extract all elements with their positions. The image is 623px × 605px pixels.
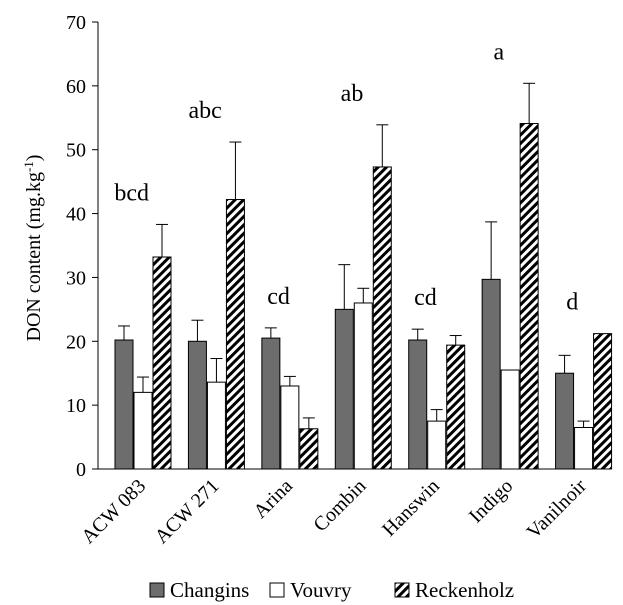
bar-reckenholz bbox=[446, 344, 466, 470]
significance-letter: ab bbox=[341, 81, 364, 107]
significance-letter: bcd bbox=[114, 180, 149, 206]
legend: Changins Vouvry Reckenholz bbox=[149, 578, 514, 602]
bar-reckenholz bbox=[225, 199, 245, 470]
bar-vouvry bbox=[133, 391, 153, 470]
y-tick-label: 60 bbox=[66, 76, 86, 98]
legend-label-reckenholz: Reckenholz bbox=[415, 578, 514, 602]
legend-label-vouvry: Vouvry bbox=[290, 578, 352, 602]
y-tick-label: 40 bbox=[66, 204, 86, 226]
legend-label-changins: Changins bbox=[170, 578, 249, 602]
bar-reckenholz bbox=[152, 256, 172, 470]
bar-vouvry bbox=[206, 381, 226, 470]
y-axis: 0 10 20 30 40 50 60 70 bbox=[66, 12, 99, 481]
legend-swatch-changins bbox=[149, 582, 165, 598]
bar-vouvry bbox=[500, 369, 520, 470]
y-tick-label: 30 bbox=[66, 267, 86, 289]
x-category-label: Indigo bbox=[465, 475, 517, 527]
bar-changins bbox=[187, 340, 207, 470]
significance-letter: cd bbox=[414, 285, 437, 311]
bars-group bbox=[114, 82, 613, 470]
x-category-label: Hanswin bbox=[378, 475, 444, 541]
y-tick-label: 70 bbox=[66, 12, 86, 34]
significance-letter: d bbox=[566, 290, 578, 316]
bar-reckenholz bbox=[593, 333, 613, 470]
significance-letter: a bbox=[494, 39, 505, 65]
x-category-label: ACW 271 bbox=[151, 475, 224, 548]
y-axis-title: DON content (mg.kg-1) bbox=[21, 155, 46, 342]
bar-changins bbox=[481, 278, 501, 470]
significance-letter: cd bbox=[267, 284, 290, 310]
x-category-label: Vanilnoir bbox=[523, 475, 591, 543]
y-tick-label: 0 bbox=[76, 459, 86, 481]
legend-swatch-vouvry bbox=[269, 582, 285, 598]
x-axis: ACW 083 ACW 271 Arina Combin Hanswin Indigo Va… bbox=[77, 468, 612, 548]
legend-swatch-reckenholz bbox=[394, 582, 410, 598]
bar-changins bbox=[261, 337, 281, 470]
x-category-label: Combin bbox=[309, 475, 370, 536]
bar-changins bbox=[408, 339, 428, 470]
x-category-label: ACW 083 bbox=[77, 475, 150, 548]
bar-vouvry bbox=[353, 302, 373, 470]
bar-reckenholz bbox=[299, 428, 319, 470]
bar-reckenholz bbox=[519, 123, 539, 470]
bar-changins bbox=[334, 308, 354, 470]
significance-letter: abc bbox=[188, 98, 221, 124]
bar-vouvry bbox=[574, 426, 594, 470]
x-category-label: Arina bbox=[249, 475, 297, 523]
y-tick-label: 10 bbox=[66, 395, 86, 417]
significance-labels: bcd abc cd ab cd a d bbox=[114, 39, 578, 315]
y-axis-title-sup: -1 bbox=[21, 161, 36, 172]
y-tick-label: 20 bbox=[66, 331, 86, 353]
bar-vouvry bbox=[280, 385, 300, 470]
bar-changins bbox=[114, 339, 134, 470]
y-tick-label: 50 bbox=[66, 140, 86, 162]
bar-vouvry bbox=[427, 420, 447, 470]
bar-changins bbox=[555, 372, 575, 470]
bar-reckenholz bbox=[372, 166, 392, 470]
